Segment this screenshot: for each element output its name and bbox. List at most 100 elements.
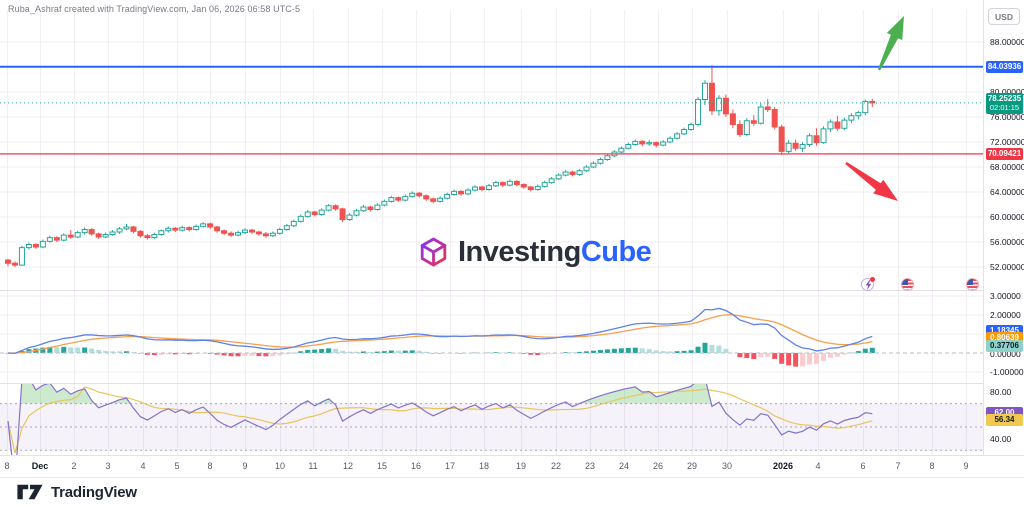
- candle: [248, 229, 255, 233]
- candle: [81, 229, 88, 234]
- candle: [151, 234, 158, 239]
- candle: [423, 195, 430, 200]
- time-label: 26: [652, 461, 664, 471]
- tradingview-logo[interactable]: TradingView: [16, 483, 137, 501]
- candle: [750, 120, 757, 124]
- candle: [855, 112, 862, 117]
- candle: [841, 119, 848, 129]
- candle: [513, 180, 520, 185]
- time-axis[interactable]: 8 Dec 2 3 4 5 8 9 10 11 12 15 16 17 18 19 22 23 24 26 29 30 20…: [0, 455, 1024, 478]
- candle: [207, 223, 214, 228]
- time-label: 3: [105, 461, 111, 471]
- axis-label: 64.00000: [990, 187, 1024, 197]
- candle: [827, 121, 834, 130]
- candle: [276, 229, 283, 234]
- candle: [757, 106, 764, 124]
- candle: [520, 184, 527, 188]
- time-label: 9: [242, 461, 248, 471]
- axis-label: 3.00000: [990, 291, 1021, 301]
- candle: [527, 186, 534, 190]
- time-label: 19: [515, 461, 527, 471]
- time-label: 7: [895, 461, 901, 471]
- candle: [639, 140, 646, 145]
- news-flash-icon[interactable]: [861, 277, 875, 291]
- candle: [32, 244, 39, 248]
- time-label: 23: [584, 461, 596, 471]
- investingcube-logo-icon: [420, 237, 447, 267]
- tradingview-logo-text: TradingView: [51, 483, 137, 501]
- axis-label: 80.00000: [990, 87, 1024, 97]
- candle: [193, 225, 200, 230]
- trend-arrow-up[interactable]: [877, 16, 904, 71]
- candles: [5, 65, 876, 267]
- time-label: 15: [376, 461, 388, 471]
- candle: [221, 230, 228, 234]
- us-flag-event-icon[interactable]: [901, 278, 914, 291]
- candle: [660, 141, 667, 146]
- candle: [360, 206, 367, 212]
- candle: [262, 233, 269, 237]
- candle: [11, 262, 18, 266]
- candle: [681, 129, 688, 135]
- candle: [332, 205, 339, 210]
- candle: [283, 225, 290, 230]
- candle: [785, 142, 792, 152]
- axis-price-badge: 0.37706: [986, 339, 1023, 352]
- axis-label: 2.00000: [990, 310, 1021, 320]
- candle: [74, 232, 81, 238]
- candle: [736, 124, 743, 135]
- candle: [548, 178, 555, 184]
- candle: [241, 229, 248, 234]
- candle: [458, 190, 465, 195]
- candle: [695, 99, 702, 125]
- candle: [416, 192, 423, 197]
- candle: [729, 113, 736, 125]
- time-label: 22: [550, 461, 562, 471]
- chart-canvas[interactable]: [0, 0, 1024, 455]
- candle: [95, 233, 102, 238]
- candle: [485, 185, 492, 190]
- axis-label: 40.00: [990, 433, 1012, 444]
- axis-label: 80.00: [990, 387, 1012, 397]
- countdown-timer: 02:01:15: [989, 103, 1020, 113]
- investingcube-watermark: InvestingCube: [415, 233, 652, 271]
- candle: [590, 162, 597, 168]
- gridlines: [0, 10, 983, 455]
- candle: [799, 144, 806, 149]
- candle: [88, 229, 95, 235]
- candle: [5, 259, 11, 264]
- axis-price-badge: 56.34: [986, 413, 1023, 426]
- trend-arrow-down[interactable]: [845, 162, 898, 201]
- candle: [688, 124, 695, 130]
- axis-label: 72.00000: [990, 137, 1024, 147]
- candle: [583, 166, 590, 172]
- us-flag-event-icon[interactable]: [966, 278, 979, 291]
- candle: [130, 226, 137, 232]
- time-label: 16: [410, 461, 422, 471]
- candle: [255, 231, 262, 235]
- candle: [374, 204, 381, 210]
- candle: [109, 231, 116, 235]
- candle: [430, 198, 437, 202]
- currency-axis-button[interactable]: USD: [988, 8, 1020, 25]
- candle: [792, 142, 799, 149]
- axis-price-badge: 70.09421: [986, 147, 1023, 160]
- candle: [848, 115, 855, 121]
- price-axis[interactable]: 88.00000 80.00000 76.00000 72.00000 68.00000…: [983, 0, 1024, 477]
- candle: [764, 106, 771, 110]
- candle: [862, 100, 869, 114]
- candle: [444, 194, 451, 199]
- time-label: 4: [815, 461, 821, 471]
- candle: [437, 197, 444, 202]
- candle: [813, 135, 820, 144]
- footer-bar: TradingView: [0, 477, 1024, 507]
- axis-label: 0.00000: [990, 349, 1021, 360]
- candle: [200, 223, 207, 227]
- time-label: 2: [71, 461, 77, 471]
- candle: [541, 182, 548, 187]
- macd-histogram: [5, 342, 875, 367]
- candle: [465, 189, 472, 195]
- candle: [409, 192, 416, 197]
- candle: [269, 232, 276, 237]
- candle: [569, 171, 576, 175]
